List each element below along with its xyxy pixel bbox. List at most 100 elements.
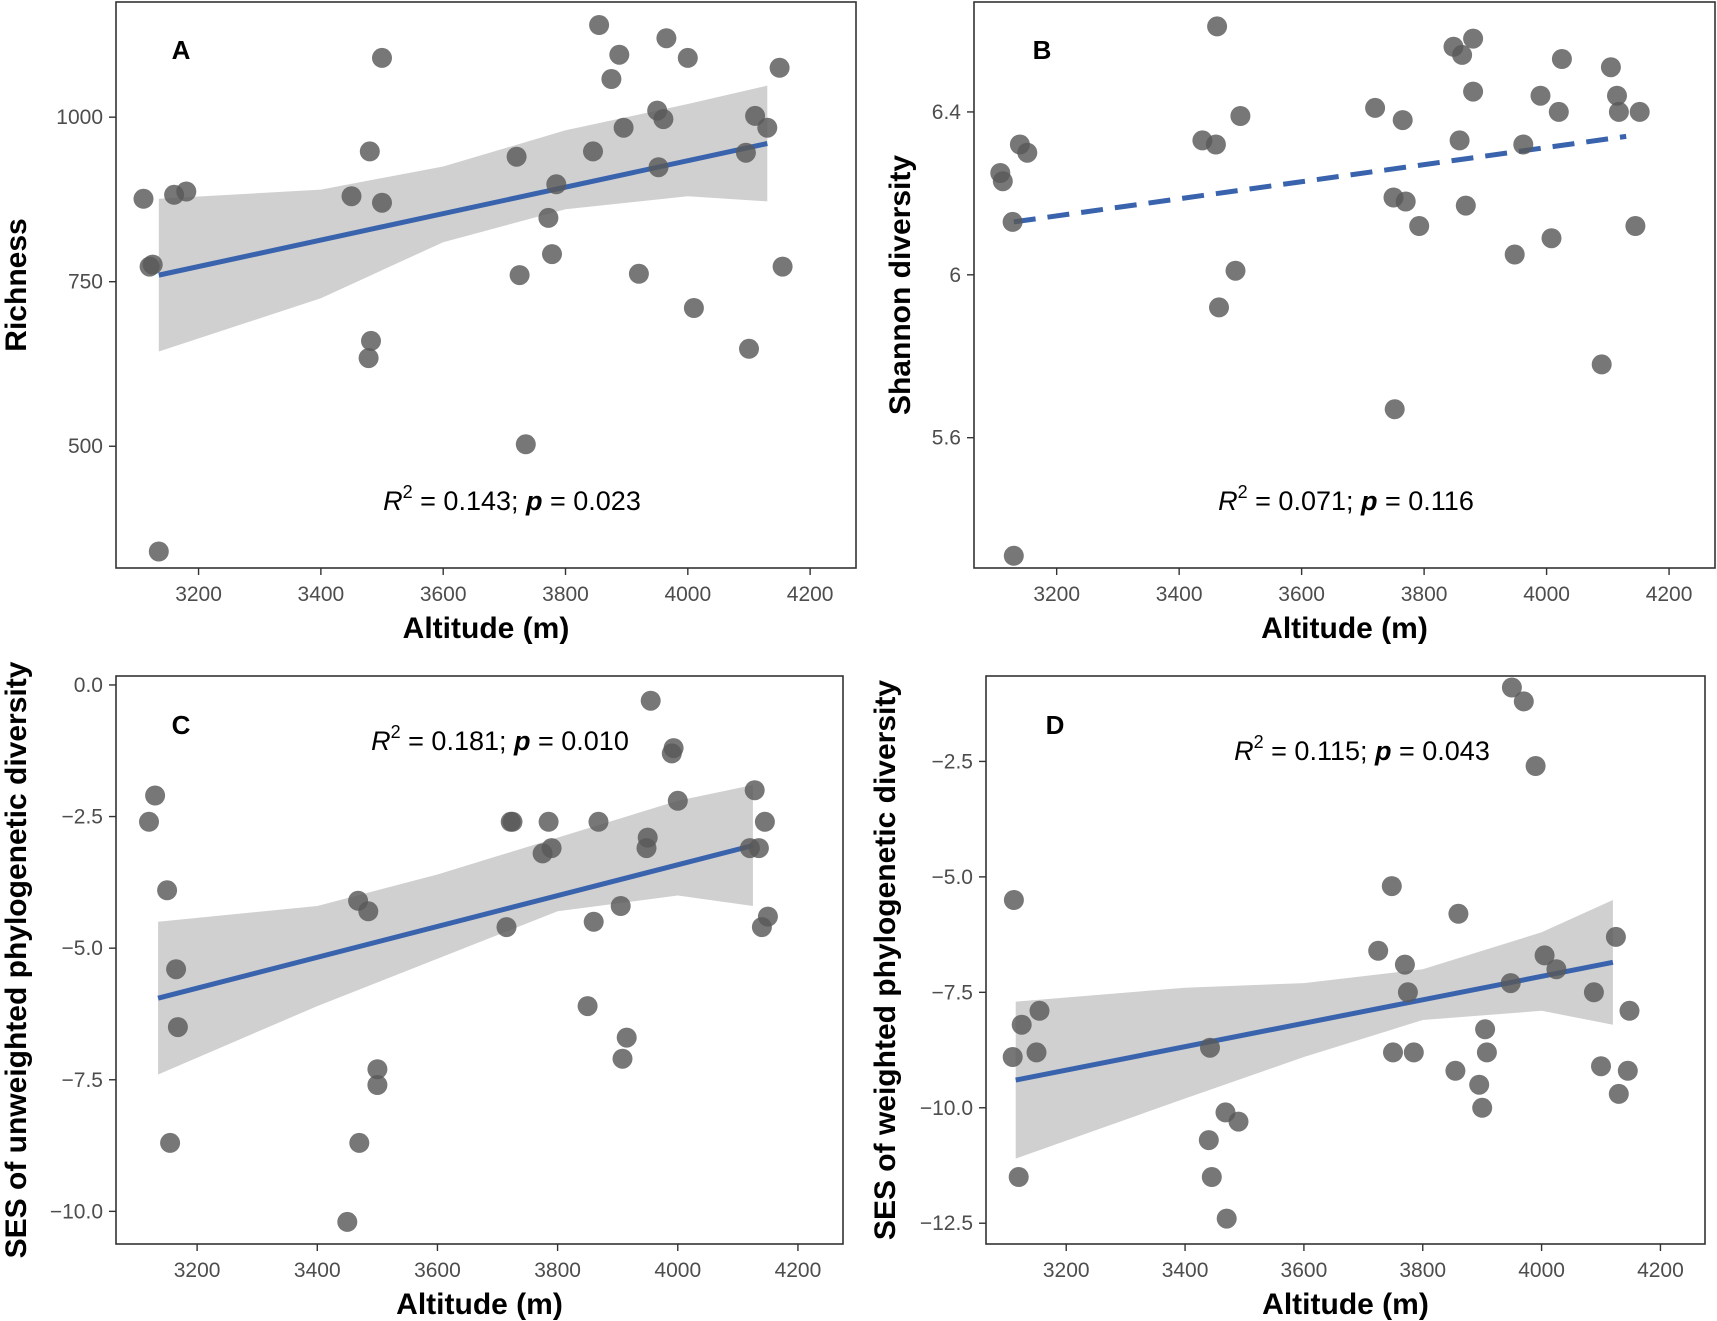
data-point — [1029, 1000, 1050, 1021]
data-point — [367, 1059, 388, 1080]
data-point — [515, 434, 536, 455]
p-symbol: p — [1374, 736, 1392, 766]
data-point — [1449, 130, 1470, 151]
data-point — [506, 146, 527, 167]
r2-superscript: 2 — [403, 482, 413, 502]
data-point — [1551, 49, 1572, 69]
data-point — [683, 298, 704, 318]
data-point — [744, 780, 765, 801]
x-tick-label: 3200 — [174, 1259, 221, 1282]
x-tick-label: 3400 — [1156, 583, 1203, 606]
regression-stats: R2 = 0.143; p = 0.023 — [383, 482, 641, 516]
data-point — [1209, 297, 1229, 318]
y-tick-label: 6.4 — [932, 101, 962, 124]
y-tick-label: −2.5 — [932, 750, 973, 773]
data-point — [1205, 134, 1226, 155]
data-point — [1368, 940, 1389, 961]
data-point — [148, 541, 169, 562]
data-point — [1608, 101, 1629, 122]
y-tick-label: 5.6 — [932, 427, 961, 450]
data-point — [613, 117, 634, 138]
regression-line — [1013, 133, 1627, 225]
y-tick-label: −5.0 — [62, 937, 103, 960]
x-axis-title: Altitude (m) — [1262, 1288, 1429, 1321]
data-point — [677, 47, 698, 68]
data-point — [1608, 1083, 1629, 1104]
data-point — [757, 117, 778, 138]
regression-stats: R2 = 0.071; p = 0.116 — [1218, 482, 1474, 516]
data-point — [1392, 110, 1413, 131]
y-tick-label: −5.0 — [932, 866, 973, 889]
data-point — [1395, 191, 1416, 212]
data-point — [1011, 1014, 1032, 1035]
data-point — [1629, 101, 1650, 122]
data-point — [1469, 1074, 1490, 1095]
data-point — [1394, 954, 1415, 975]
r2-symbol: R — [371, 726, 391, 756]
data-point — [509, 265, 530, 286]
y-axis-title: SES of weighted phylogenetic diversity — [869, 680, 902, 1240]
data-point — [656, 28, 677, 49]
data-point — [1476, 1042, 1497, 1063]
data-point — [367, 1075, 388, 1095]
data-point — [157, 880, 178, 901]
data-point — [1504, 244, 1525, 265]
r2-value: = 0.071; — [1248, 486, 1361, 516]
regression-stats: R2 = 0.115; p = 0.043 — [1234, 732, 1490, 766]
panel-letter: D — [1046, 710, 1065, 740]
data-point — [735, 142, 756, 163]
data-point — [1591, 1056, 1611, 1077]
data-point — [1530, 85, 1551, 106]
data-point — [637, 827, 658, 848]
x-tick-label: 3600 — [1281, 1259, 1328, 1282]
panel-frame — [985, 675, 1706, 1245]
data-point — [1225, 260, 1246, 281]
panel-frame — [115, 1, 857, 569]
x-tick-label: 3400 — [298, 583, 345, 606]
data-point — [1003, 545, 1024, 566]
r2-value: = 0.181; — [401, 726, 514, 756]
panel-b-shannon-diversity: 3200 3400 3600 3800 4000 4200 5.6 6 6.4 Altitude … — [884, 1, 1716, 645]
p-value: = 0.023 — [543, 486, 641, 516]
y-axis-title: Richness — [0, 218, 33, 351]
data-point — [1541, 228, 1562, 249]
data-point — [769, 57, 790, 78]
x-tick-label: 3400 — [1162, 1259, 1209, 1282]
y-tick-label: −10.0 — [920, 1097, 973, 1120]
panel-letter: B — [1033, 35, 1052, 65]
p-symbol: p — [1360, 486, 1378, 516]
data-point — [358, 348, 379, 369]
data-point — [1600, 57, 1621, 78]
y-axis-title: SES of unweighted phylogenetic diversity — [0, 661, 33, 1258]
data-point — [358, 901, 379, 922]
data-point — [1625, 216, 1646, 236]
x-tick-label: 4000 — [1523, 583, 1570, 606]
x-tick-label: 3200 — [1033, 583, 1080, 606]
data-point — [628, 263, 649, 284]
y-tick-label: −10.0 — [50, 1200, 103, 1223]
confidence-ribbon — [158, 85, 768, 352]
data-point — [1501, 677, 1522, 698]
data-point — [1452, 44, 1473, 65]
r2-superscript: 2 — [391, 722, 401, 742]
x-axis-title: Altitude (m) — [403, 612, 570, 645]
data-point — [1607, 85, 1627, 106]
data-point — [1534, 945, 1555, 966]
data-point — [502, 811, 523, 832]
data-point — [1617, 1060, 1638, 1081]
y-tick-label: −2.5 — [62, 806, 103, 829]
data-point — [496, 917, 517, 938]
data-point — [359, 141, 380, 162]
x-tick-label: 4200 — [1637, 1259, 1684, 1282]
data-point — [142, 254, 163, 275]
data-point — [1403, 1042, 1424, 1063]
data-point — [538, 811, 559, 832]
data-point — [640, 690, 661, 711]
p-value: = 0.116 — [1378, 486, 1474, 516]
data-point — [757, 906, 778, 927]
x-tick-label: 3200 — [175, 583, 222, 606]
data-point — [145, 785, 166, 806]
x-tick-label: 4000 — [664, 583, 711, 606]
x-tick-label: 3400 — [294, 1259, 341, 1282]
y-tick-label: 1000 — [56, 106, 103, 129]
